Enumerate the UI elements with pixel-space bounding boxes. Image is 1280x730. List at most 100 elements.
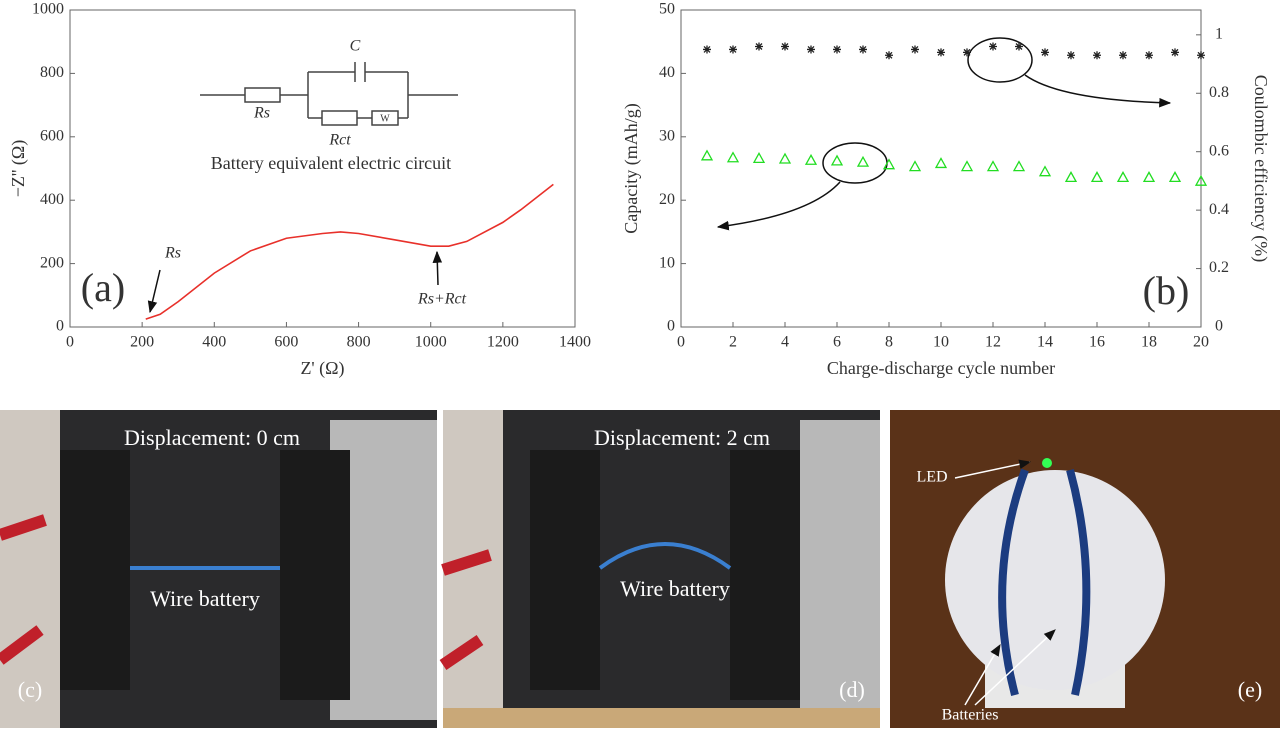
- arrow: [1024, 74, 1172, 108]
- annotation: Rs+Rct: [417, 291, 467, 308]
- marker-point: [1168, 171, 1182, 183]
- y-tick-label: 0: [56, 318, 64, 335]
- arrow: [716, 181, 841, 231]
- x-tick-label: 14: [1037, 334, 1053, 351]
- panel-label: (d): [839, 677, 865, 702]
- y-axis-label: −Z'' (Ω): [8, 140, 29, 198]
- marker-point: [934, 157, 948, 169]
- marker-point: [1119, 51, 1127, 60]
- marker-point: [781, 42, 789, 51]
- marker-point: [1171, 48, 1179, 57]
- x-tick-label: 4: [781, 334, 789, 351]
- panel-label: (e): [1238, 677, 1262, 702]
- marker-point: [729, 45, 737, 54]
- marker-point: [1142, 171, 1156, 183]
- x-tick-label: 0: [677, 334, 685, 351]
- inset-title: Battery equivalent electric circuit: [211, 153, 451, 173]
- marker-point: [885, 51, 893, 60]
- circuit-label: W: [380, 113, 390, 124]
- x-tick-label: 0: [66, 334, 74, 351]
- marker-point: [1093, 51, 1101, 60]
- marker-point: [1090, 171, 1104, 183]
- x-tick-label: 18: [1141, 334, 1157, 351]
- y-tick-label: 20: [659, 191, 675, 208]
- panel-label: (a): [81, 265, 125, 310]
- photo-e: LED Batteries (e): [890, 410, 1280, 728]
- y-tick-label: 1000: [32, 1, 64, 18]
- y2-tick-label: 1: [1215, 26, 1223, 43]
- marker-point: [1041, 48, 1049, 57]
- marker-point: [986, 160, 1000, 172]
- marker-point: [755, 42, 763, 51]
- x-tick-label: 16: [1089, 334, 1105, 351]
- x-tick-label: 8: [885, 334, 893, 351]
- marker-point: [937, 48, 945, 57]
- marker-point: [1012, 160, 1026, 172]
- marker-point: [856, 155, 870, 167]
- marker-point: [960, 160, 974, 172]
- marker-point: [726, 151, 740, 163]
- y-tick-label: 400: [40, 191, 64, 208]
- y-tick-label: 30: [659, 127, 675, 144]
- marker-point: [807, 45, 815, 54]
- x-tick-label: 800: [347, 334, 371, 351]
- photo-label: Wire battery: [620, 576, 730, 601]
- marker-point: [1197, 51, 1205, 60]
- x-tick-label: 10: [933, 334, 949, 351]
- annotation: Rs: [164, 245, 181, 262]
- x-tick-label: 6: [833, 334, 841, 351]
- photo-c: Displacement: 0 cm Wire battery (c): [0, 410, 437, 728]
- photo-title: Displacement: 2 cm: [594, 425, 770, 450]
- data-line: [145, 183, 554, 320]
- panel-label: (b): [1143, 268, 1190, 313]
- marker-point: [882, 158, 896, 170]
- plot-frame: [69, 9, 576, 328]
- marker-point: [752, 152, 766, 164]
- x-tick-label: 200: [130, 334, 154, 351]
- photo-annotation: LED: [916, 469, 947, 486]
- y2-axis-label: Coulombic efficiency (%): [1250, 75, 1271, 263]
- circuit-label: C: [350, 38, 361, 55]
- x-axis-label: Z' (Ω): [300, 358, 344, 379]
- x-tick-label: 1400: [559, 334, 591, 351]
- marker-point: [1038, 165, 1052, 177]
- y-axis-label: Capacity (mAh/g): [621, 103, 642, 233]
- ellipse: [967, 37, 1033, 83]
- marker-point: [804, 153, 818, 165]
- marker-point: [700, 149, 714, 161]
- x-tick-label: 12: [985, 334, 1001, 351]
- x-tick-label: 1000: [415, 334, 447, 351]
- y2-tick-label: 0.4: [1209, 201, 1229, 218]
- marker-point: [1194, 174, 1208, 186]
- y-tick-label: 200: [40, 254, 64, 271]
- photo-title: Displacement: 0 cm: [124, 425, 300, 450]
- x-tick-label: 600: [274, 334, 298, 351]
- y2-tick-label: 0.6: [1209, 142, 1229, 159]
- arrow: [147, 269, 161, 314]
- marker-point: [1116, 171, 1130, 183]
- x-tick-label: 1200: [487, 334, 519, 351]
- arrow: [432, 250, 443, 286]
- y-tick-label: 50: [659, 1, 675, 18]
- y2-tick-label: 0.2: [1209, 259, 1229, 276]
- marker-point: [830, 154, 844, 166]
- y-tick-label: 40: [659, 64, 675, 81]
- marker-point: [908, 160, 922, 172]
- y2-tick-label: 0: [1215, 318, 1223, 335]
- marker-point: [703, 45, 711, 54]
- panel-label: (c): [18, 677, 42, 702]
- circuit-label: Rct: [328, 132, 351, 149]
- photo-annotation: Batteries: [942, 707, 999, 724]
- photo-label: Wire battery: [150, 586, 260, 611]
- y-tick-label: 0: [667, 318, 675, 335]
- marker-point: [1145, 51, 1153, 60]
- x-tick-label: 20: [1193, 334, 1209, 351]
- marker-point: [989, 42, 997, 51]
- circuit-label: Rs: [253, 105, 270, 122]
- marker-point: [859, 45, 867, 54]
- y-tick-label: 10: [659, 254, 675, 271]
- x-tick-label: 400: [202, 334, 226, 351]
- marker-point: [1064, 171, 1078, 183]
- marker-point: [833, 45, 841, 54]
